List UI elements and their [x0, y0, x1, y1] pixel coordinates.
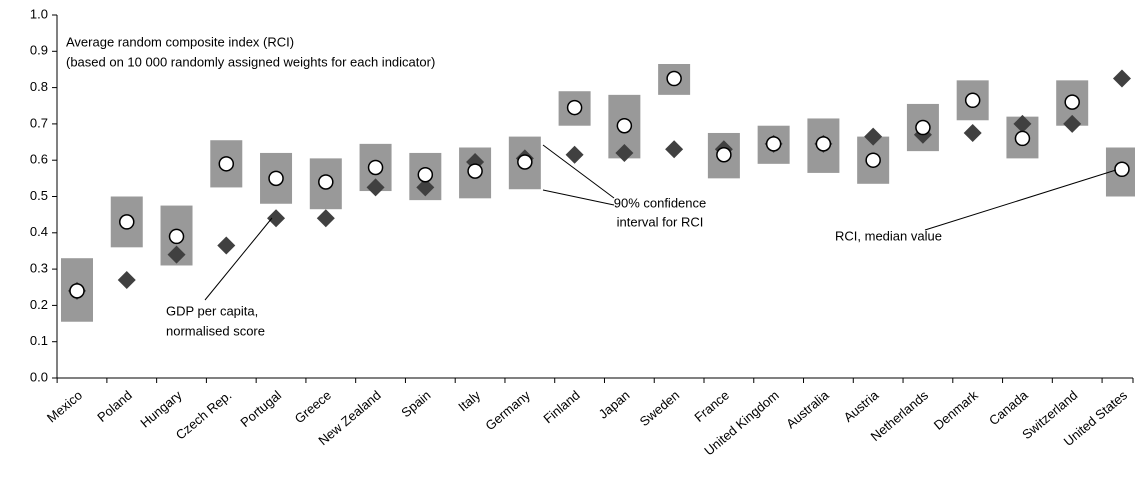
x-tick-label: Portugal: [237, 387, 284, 430]
x-tick-label: Denmark: [931, 387, 981, 433]
median-marker: [1114, 161, 1130, 178]
y-tick-label: 0.9: [30, 43, 48, 58]
y-tick-label: 0.1: [30, 333, 48, 348]
x-tick-label: Hungary: [137, 387, 185, 430]
callout-line: [542, 144, 615, 199]
gdp-note: normalised score: [166, 323, 265, 338]
median-marker: [268, 170, 284, 187]
median-marker: [815, 136, 832, 152]
median-marker: [218, 156, 235, 172]
y-tick-label: 0.6: [30, 152, 48, 167]
gdp-marker: [565, 145, 584, 164]
y-tick-label: 0.3: [30, 261, 48, 276]
median-marker: [716, 147, 732, 163]
x-tick-label: Spain: [398, 387, 433, 420]
callout-line: [924, 169, 1117, 231]
median-marker: [119, 214, 135, 230]
x-tick-label: Germany: [482, 387, 533, 433]
y-tick-label: 0.5: [30, 188, 48, 203]
callout-line: [204, 217, 273, 301]
median-marker: [865, 152, 881, 168]
gdp-marker: [267, 209, 286, 228]
x-tick-label: Canada: [986, 387, 1031, 428]
gdp-marker: [1112, 69, 1131, 88]
gdp-marker: [316, 209, 335, 228]
gdp-marker: [1063, 114, 1082, 133]
median-marker: [616, 117, 633, 134]
x-tick-label: Italy: [455, 387, 483, 414]
gdp-marker: [117, 270, 136, 289]
median-marker: [367, 159, 384, 176]
gdp-marker: [665, 140, 684, 159]
median-marker: [1064, 94, 1080, 110]
gdp-marker: [416, 178, 435, 197]
y-tick-label: 0.7: [30, 115, 48, 130]
gdp-marker: [217, 236, 236, 255]
interval-note: 90% confidence: [614, 195, 707, 210]
x-tick-label: Mexico: [44, 387, 85, 425]
x-tick-label: Japan: [596, 387, 633, 421]
median-marker: [566, 99, 583, 116]
median-note: RCI, median value: [835, 228, 942, 243]
legend-note: Average random composite index (RCI): [66, 34, 294, 49]
median-marker: [765, 136, 782, 152]
x-tick-label: France: [691, 387, 732, 425]
gdp-marker: [864, 127, 883, 146]
median-marker: [915, 119, 931, 136]
median-marker: [467, 163, 483, 179]
median-marker: [1014, 130, 1031, 147]
gdp-marker: [366, 178, 385, 197]
y-tick-label: 0.0: [30, 369, 48, 384]
y-tick-label: 1.0: [30, 6, 48, 21]
median-marker: [964, 92, 981, 109]
gdp-note: GDP per capita,: [166, 303, 258, 318]
gdp-marker: [963, 123, 982, 142]
median-marker: [69, 283, 85, 299]
x-tick-label: Poland: [94, 387, 135, 425]
interval-note: interval for RCI: [617, 214, 704, 229]
median-marker: [168, 228, 185, 245]
median-marker: [666, 70, 682, 87]
gdp-marker: [1013, 114, 1032, 133]
y-tick-label: 0.4: [30, 224, 48, 239]
x-tick-label: Sweden: [637, 387, 683, 429]
x-tick-label: Australia: [783, 387, 832, 431]
x-tick-label: Finland: [540, 387, 582, 426]
legend-note: (based on 10 000 randomly assigned weigh…: [66, 54, 435, 69]
x-tick-label: Austria: [841, 387, 882, 425]
median-marker: [417, 166, 434, 183]
y-tick-label: 0.8: [30, 79, 48, 94]
median-marker: [517, 154, 533, 170]
gdp-marker: [615, 143, 634, 162]
median-marker: [318, 174, 334, 190]
x-tick-label: Czech Rep.: [173, 387, 235, 442]
gdp-marker: [167, 245, 186, 264]
callout-line: [542, 189, 615, 206]
x-tick-label: Greece: [292, 387, 334, 426]
y-tick-label: 0.2: [30, 297, 48, 312]
